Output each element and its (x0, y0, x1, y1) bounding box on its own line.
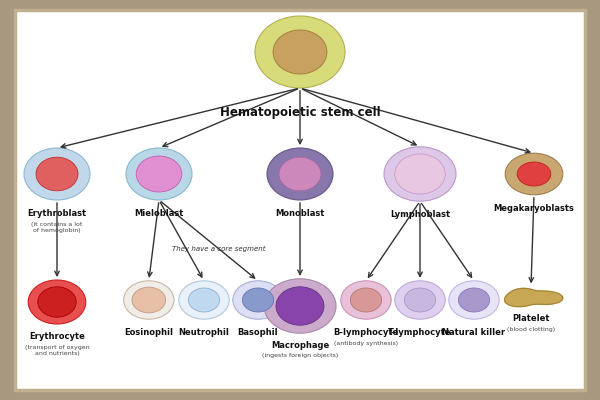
Ellipse shape (384, 147, 456, 201)
Text: B-lymphocyte: B-lymphocyte (334, 328, 398, 337)
Text: T-lymphocyte: T-lymphocyte (388, 328, 452, 337)
Text: Platelet: Platelet (512, 314, 550, 323)
Ellipse shape (341, 281, 391, 319)
Ellipse shape (449, 281, 499, 319)
Ellipse shape (395, 154, 445, 194)
Text: Megakaryoblasts: Megakaryoblasts (494, 204, 574, 213)
Text: (blood clotting): (blood clotting) (507, 327, 555, 332)
FancyBboxPatch shape (15, 10, 585, 390)
Ellipse shape (255, 16, 345, 88)
Ellipse shape (267, 148, 333, 200)
Ellipse shape (264, 279, 336, 333)
Ellipse shape (38, 287, 76, 317)
Text: Erythrocyte: Erythrocyte (29, 332, 85, 341)
Ellipse shape (517, 162, 551, 186)
Polygon shape (505, 288, 563, 307)
Text: Natural killer: Natural killer (442, 328, 506, 337)
Ellipse shape (36, 157, 78, 191)
Ellipse shape (132, 287, 166, 313)
Ellipse shape (395, 281, 445, 319)
Ellipse shape (273, 30, 327, 74)
Ellipse shape (188, 288, 220, 312)
Ellipse shape (126, 148, 192, 200)
Text: Monoblast: Monoblast (275, 209, 325, 218)
Ellipse shape (24, 148, 90, 200)
Ellipse shape (179, 281, 229, 319)
Text: Hematopoietic stem cell: Hematopoietic stem cell (220, 106, 380, 119)
Text: Mieloblast: Mieloblast (134, 209, 184, 218)
Text: Basophil: Basophil (238, 328, 278, 337)
Ellipse shape (136, 156, 182, 192)
Ellipse shape (276, 287, 324, 325)
Ellipse shape (233, 281, 283, 319)
Ellipse shape (242, 288, 274, 312)
Ellipse shape (458, 288, 490, 312)
Text: Erythroblast: Erythroblast (28, 209, 86, 218)
Text: (transport of oxygen
and nutrients): (transport of oxygen and nutrients) (25, 345, 89, 356)
Text: Macrophage: Macrophage (271, 341, 329, 350)
Text: They have a core segment: They have a core segment (172, 246, 266, 252)
Text: (antibody synthesis): (antibody synthesis) (334, 341, 398, 346)
Ellipse shape (505, 153, 563, 195)
Text: (ingests foreign objects): (ingests foreign objects) (262, 353, 338, 358)
Ellipse shape (124, 281, 174, 319)
Ellipse shape (350, 288, 382, 312)
Ellipse shape (28, 280, 86, 324)
Ellipse shape (404, 288, 436, 312)
Ellipse shape (279, 157, 321, 191)
Text: Neutrophil: Neutrophil (179, 328, 229, 337)
Text: Lymphoblast: Lymphoblast (390, 210, 450, 219)
Text: Eosinophil: Eosinophil (124, 328, 173, 337)
Text: (it contains a lot
of hemoglobin): (it contains a lot of hemoglobin) (31, 222, 83, 233)
